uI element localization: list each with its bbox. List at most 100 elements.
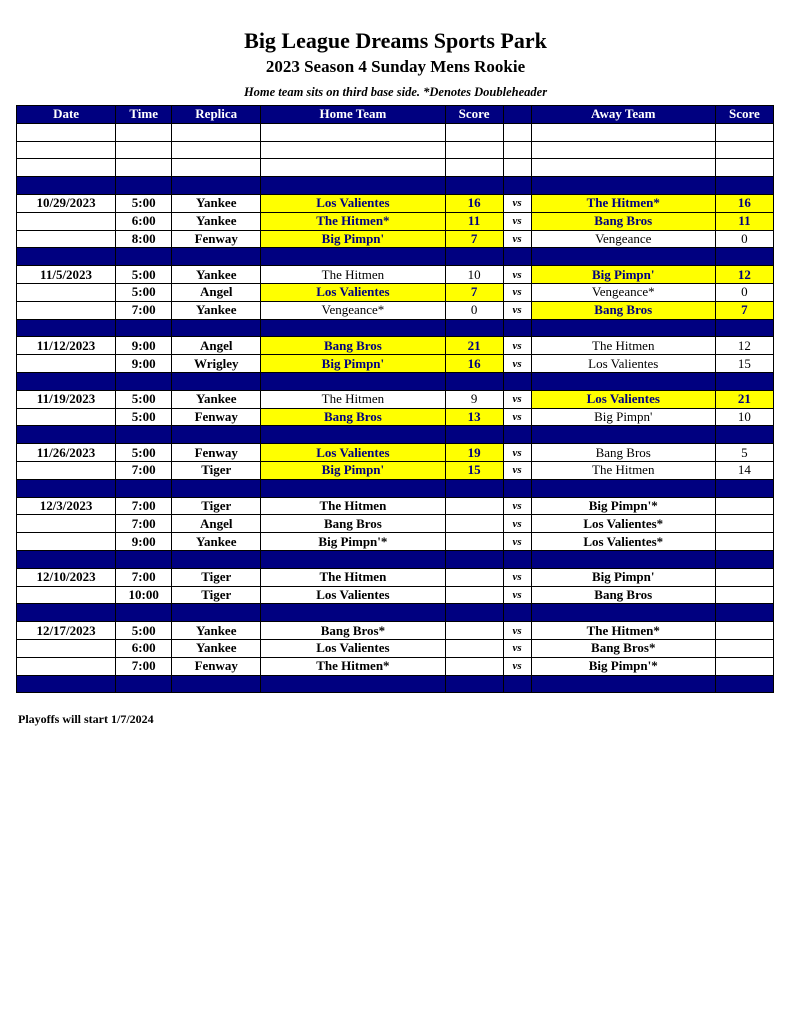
empty-cell (502, 176, 532, 195)
empty-cell (530, 140, 716, 160)
game-date (15, 460, 117, 480)
replica-field: Fenway (171, 656, 262, 676)
vs-label: vs (502, 585, 532, 605)
vs-label: vs (502, 514, 532, 534)
away-score: 5 (714, 443, 775, 462)
vs-label: vs (502, 532, 532, 551)
away-score (714, 585, 775, 605)
replica-field: Yankee (171, 300, 262, 320)
game-row: 7:00 Fenway The Hitmen* vs Big Pimpn'* (15, 656, 775, 676)
game-row: 11/19/2023 5:00 Yankee The Hitmen 9 vs Los Val… (15, 389, 775, 409)
game-time: 5:00 (115, 621, 173, 640)
replica-field: Angel (171, 336, 262, 356)
empty-cell (115, 158, 173, 178)
home-score: 16 (444, 193, 504, 213)
empty-cell (530, 425, 716, 445)
empty-cell (15, 549, 117, 569)
game-date: 10/29/2023 (15, 193, 117, 213)
away-score: 0 (714, 229, 775, 249)
home-score: 7 (444, 282, 504, 302)
header-away-team: Away Team (530, 105, 716, 124)
empty-cell (502, 478, 532, 498)
game-time: 9:00 (115, 336, 173, 356)
game-date (15, 282, 117, 302)
empty-cell (260, 425, 446, 445)
game-row: 5:00 Fenway Bang Bros 13 vs Big Pimpn' 10 (15, 407, 775, 427)
away-score (714, 621, 775, 640)
replica-field: Fenway (171, 443, 262, 462)
empty-cell (171, 140, 262, 160)
empty-cell (530, 122, 716, 142)
game-date (15, 514, 117, 534)
home-score (444, 532, 504, 551)
empty-cell (530, 176, 716, 195)
away-score (714, 532, 775, 551)
separator-row (15, 425, 775, 445)
game-date: 11/19/2023 (15, 389, 117, 409)
home-team: Los Valientes (260, 638, 446, 658)
empty-cell (444, 122, 504, 142)
game-time: 7:00 (115, 460, 173, 480)
home-team: Big Pimpn'* (260, 532, 446, 551)
empty-cell (171, 176, 262, 195)
away-score: 21 (714, 389, 775, 409)
away-team: Bang Bros (530, 300, 716, 320)
schedule-note: Home team sits on third base side. *Deno… (243, 85, 548, 99)
vs-label: vs (502, 265, 532, 284)
empty-cell (714, 158, 775, 178)
empty-cell (115, 674, 173, 694)
vs-label: vs (502, 638, 532, 658)
game-row: 10/29/2023 5:00 Yankee Los Valientes 16 vs The… (15, 193, 775, 213)
vs-label: vs (502, 407, 532, 427)
empty-cell (260, 603, 446, 623)
empty-cell (714, 674, 775, 694)
empty-cell (714, 603, 775, 623)
empty-cell (502, 158, 532, 178)
game-date: 12/17/2023 (15, 621, 117, 640)
game-time: 7:00 (115, 567, 173, 587)
game-time: 5:00 (115, 282, 173, 302)
away-score (714, 638, 775, 658)
away-team: Big Pimpn'* (530, 496, 716, 516)
home-score: 15 (444, 460, 504, 480)
blank-row (15, 122, 775, 142)
empty-cell (530, 318, 716, 338)
empty-cell (444, 247, 504, 267)
game-row: 11/12/2023 9:00 Angel Bang Bros 21 vs The Hitm… (15, 336, 775, 356)
header-home-score: Score (444, 105, 504, 124)
vs-label: vs (502, 354, 532, 373)
empty-cell (15, 158, 117, 178)
replica-field: Tiger (171, 460, 262, 480)
away-team: Bang Bros (530, 585, 716, 605)
blank-row (15, 140, 775, 160)
game-date (15, 585, 117, 605)
empty-cell (444, 425, 504, 445)
home-score: 11 (444, 211, 504, 231)
game-time: 10:00 (115, 585, 173, 605)
header-date: Date (15, 105, 117, 124)
empty-cell (171, 674, 262, 694)
empty-cell (714, 425, 775, 445)
away-score: 7 (714, 300, 775, 320)
game-date (15, 211, 117, 231)
game-time: 7:00 (115, 300, 173, 320)
empty-cell (444, 140, 504, 160)
away-team: Bang Bros* (530, 638, 716, 658)
empty-cell (115, 371, 173, 391)
empty-cell (171, 122, 262, 142)
empty-cell (260, 158, 446, 178)
game-time: 6:00 (115, 211, 173, 231)
empty-cell (115, 318, 173, 338)
header-replica: Replica (171, 105, 262, 124)
empty-cell (530, 674, 716, 694)
game-row: 11/26/2023 5:00 Fenway Los Valientes 19 vs Ban… (15, 443, 775, 462)
game-time: 6:00 (115, 638, 173, 658)
empty-cell (260, 247, 446, 267)
away-team: Vengeance* (530, 282, 716, 302)
game-time: 5:00 (115, 443, 173, 462)
empty-cell (115, 549, 173, 569)
empty-cell (444, 176, 504, 195)
game-time: 5:00 (115, 193, 173, 213)
game-time: 5:00 (115, 265, 173, 284)
home-team: The Hitmen (260, 496, 446, 516)
